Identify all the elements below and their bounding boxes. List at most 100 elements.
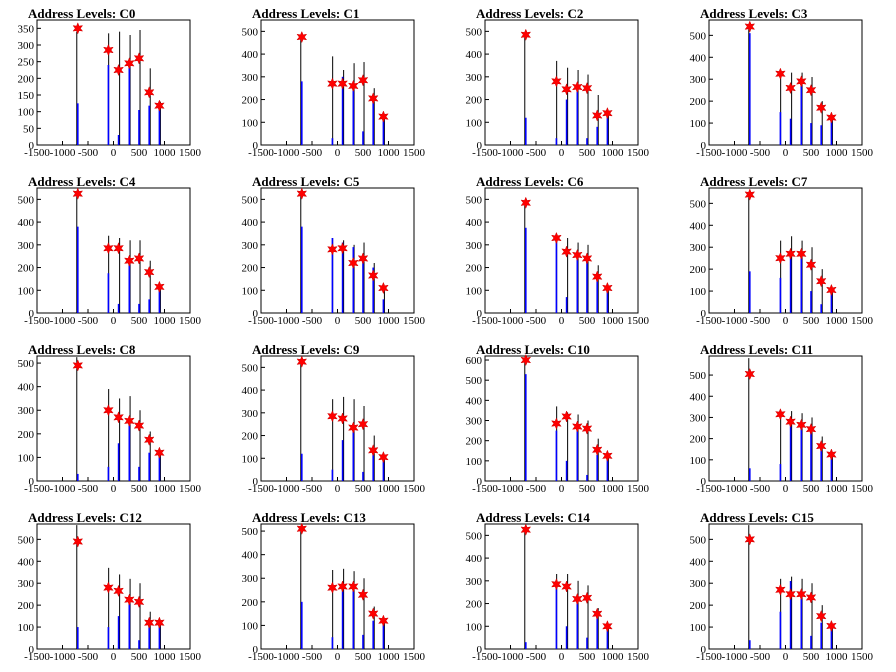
chart-svg: 0 100 200 300 400 500 -1500 -1000 -500 0 500 1000 15… [466, 187, 650, 327]
y-tick-label: 300 [18, 40, 35, 52]
peak-marker [367, 444, 379, 457]
y-tick-label: 400 [690, 391, 707, 403]
peak-marker [367, 269, 379, 282]
peak-marker [602, 620, 613, 633]
peak-marker [357, 74, 369, 87]
y-tick-label: 200 [242, 431, 259, 443]
x-tick-label: 0 [111, 315, 117, 327]
x-tick-label: -1000 [274, 147, 300, 159]
chart-panel: Address Levels: C11 0 100 200 300 400 500 -1500… [672, 336, 896, 504]
x-tick-label: 500 [355, 651, 372, 663]
x-tick-label: -1500 [696, 147, 722, 159]
y-tick-label: 500 [690, 198, 707, 210]
peak-marker [826, 111, 837, 124]
peak-marker [805, 591, 817, 604]
y-tick-label: 600 [466, 355, 483, 367]
x-tick-label: 0 [335, 651, 341, 663]
peak-marker [143, 265, 155, 279]
x-tick-label: -500 [526, 483, 547, 495]
x-tick-label: -1000 [50, 147, 76, 159]
y-tick-label: 400 [18, 382, 35, 394]
y-tick-label: 300 [466, 240, 483, 252]
peak-marker [123, 414, 135, 428]
plot-frame [708, 19, 863, 146]
y-tick-label: 0 [477, 644, 483, 656]
chart-svg: 0 100 200 300 400 500 -1500 -1000 -500 0 500 1000 15… [18, 187, 202, 327]
chart-svg: 0 100 200 300 400 500 -1500 -1000 -500 0 500 1000 15… [242, 522, 426, 663]
peak-marker [337, 242, 348, 255]
chart-title: Address Levels: C15 [700, 510, 814, 525]
peak-marker [378, 450, 389, 464]
x-tick-label: 1000 [154, 315, 177, 327]
peak-marker [103, 404, 114, 417]
peak-marker [347, 421, 359, 434]
peak-marker [378, 110, 389, 123]
x-tick-label: 1000 [378, 147, 401, 159]
x-tick-label: -1500 [696, 315, 722, 327]
x-tick-label: -1000 [274, 483, 300, 495]
plot-frame [484, 187, 639, 314]
x-tick-label: -1500 [472, 315, 498, 327]
chart-title: Address Levels: C11 [700, 342, 814, 357]
peak-marker [561, 245, 572, 258]
y-tick-label: 300 [242, 72, 259, 84]
y-tick-label: 100 [242, 285, 259, 297]
plot-frame [260, 523, 415, 650]
peak-marker [296, 30, 308, 44]
x-tick-label: 500 [355, 315, 372, 327]
chart-svg: 0 100 200 300 400 500 -1500 -1000 -500 0 500 1000 15… [18, 355, 202, 495]
y-tick-label: 200 [466, 95, 483, 107]
y-tick-label: 0 [29, 476, 35, 488]
x-tick-label: -500 [78, 315, 99, 327]
x-tick-label: 1500 [851, 483, 874, 495]
x-tick-label: -1500 [248, 483, 274, 495]
peak-marker [602, 449, 613, 462]
chart-panel: Address Levels: C3 0 100 200 300 400 500 -1500-… [672, 0, 896, 168]
peak-marker [591, 270, 603, 283]
y-tick-label: 350 [18, 23, 35, 35]
peak-marker [581, 591, 593, 605]
peak-marker [775, 252, 786, 265]
peak-marker [347, 79, 359, 93]
chart-panel: Address Levels: C12 0 100 200 300 400 500 -1500… [0, 504, 224, 672]
x-tick-label: 1500 [403, 651, 426, 663]
x-tick-label: 1500 [179, 147, 202, 159]
peak-marker [520, 28, 532, 41]
peak-marker [113, 411, 124, 424]
y-tick-label: 400 [242, 550, 259, 562]
chart-panel: Address Levels: C4 0 100 200 300 400 500 -1500-… [0, 168, 224, 336]
peak-marker [785, 415, 796, 428]
x-tick-label: -500 [78, 651, 99, 663]
y-tick-label: 300 [690, 74, 707, 86]
y-tick-label: 500 [690, 534, 707, 546]
x-tick-label: 500 [803, 483, 820, 495]
y-tick-label: 300 [690, 578, 707, 590]
peak-marker [795, 247, 807, 260]
peak-marker [337, 412, 348, 425]
x-tick-label: -500 [302, 483, 323, 495]
plot-frame [484, 355, 639, 482]
y-tick-label: 100 [18, 107, 35, 119]
y-tick-label: 0 [701, 644, 707, 656]
peak-marker [327, 77, 338, 90]
x-tick-label: -1000 [722, 147, 748, 159]
chart-panel: Address Levels: C5 0 100 200 300 400 500 -1500-… [224, 168, 448, 336]
peak-marker [337, 77, 348, 90]
peak-marker [551, 231, 562, 245]
y-tick-label: 400 [466, 217, 483, 229]
y-tick-label: 200 [18, 73, 35, 85]
x-tick-label: 1500 [627, 483, 650, 495]
chart-svg: 0 100 200 300 400 500 -1500 -1000 -500 0 500 1000 15… [242, 19, 426, 159]
y-tick-label: 500 [242, 362, 259, 374]
y-tick-label: 300 [466, 576, 483, 588]
x-tick-label: 1000 [154, 651, 177, 663]
x-tick-label: -1500 [248, 651, 274, 663]
chart-title: Address Levels: C10 [476, 342, 590, 357]
x-tick-label: -500 [750, 147, 771, 159]
x-tick-label: 0 [559, 147, 565, 159]
peak-marker [357, 588, 369, 601]
x-tick-label: 1500 [851, 651, 874, 663]
y-tick-label: 150 [18, 90, 35, 102]
x-tick-label: 0 [783, 147, 789, 159]
